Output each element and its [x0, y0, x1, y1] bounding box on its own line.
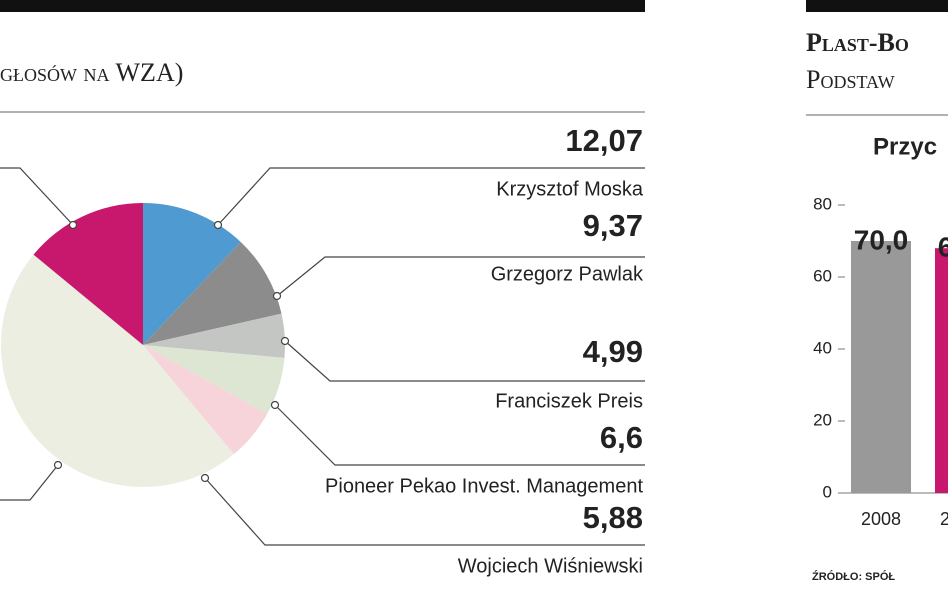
leader-line — [204, 477, 645, 546]
slice-label: Wojciech Wiśniewski — [458, 555, 643, 577]
source: Źródło: spół — [812, 570, 895, 583]
bar-title: Plast-Bo — [806, 28, 909, 57]
header-bar — [806, 0, 948, 12]
pie-slice — [143, 345, 285, 414]
value-label: 5,88 — [583, 500, 643, 535]
pie-slice — [143, 203, 241, 345]
leader-dot — [53, 460, 63, 470]
y-tick-label: 80 — [813, 194, 832, 213]
bar — [851, 241, 911, 493]
y-tick-label: 20 — [813, 410, 832, 429]
y-tick-label: 0 — [823, 482, 832, 501]
value-label: 12,07 — [565, 123, 643, 158]
header-bar — [0, 0, 645, 12]
value-label: 4,99 — [583, 334, 643, 369]
slice-label: Krzysztof Moska — [496, 178, 644, 200]
pie-slice — [1, 254, 234, 487]
leader-line — [0, 167, 74, 226]
pie-slice — [143, 313, 286, 358]
leader-line — [274, 404, 645, 466]
pie-slice — [143, 241, 282, 345]
leader-line — [284, 340, 645, 382]
slice-label: Grzegorz Pawlak — [491, 263, 644, 285]
y-tick-label: 40 — [813, 338, 832, 357]
leader-dot — [200, 473, 210, 483]
pie-slice — [143, 345, 268, 455]
bar-subtitle: Podstaw — [806, 65, 895, 94]
pie-title: głosów na WZA) — [0, 58, 183, 87]
x-tick-label: 2008 — [861, 509, 901, 529]
leader-dot — [213, 220, 223, 230]
leader-line — [276, 256, 645, 297]
y-tick-label: 60 — [813, 266, 832, 285]
value-label: 6,6 — [600, 420, 643, 455]
chart-title: Przyc — [873, 133, 937, 160]
leader-line — [0, 464, 59, 501]
leader-line — [217, 167, 645, 226]
bar — [935, 248, 948, 493]
leader-dot — [280, 336, 290, 346]
value-label: 9,37 — [583, 208, 643, 243]
slice-label: Pioneer Pekao Invest. Management — [325, 475, 643, 497]
leader-dot — [272, 291, 282, 301]
slice-label: Franciszek Preis — [495, 390, 643, 412]
leader-dot — [68, 220, 78, 230]
pie-slice — [33, 203, 144, 345]
x-tick-label: 2 — [940, 509, 948, 529]
value-label: 68,0 — [938, 232, 948, 263]
leader-dot — [270, 400, 280, 410]
value-label: 70,0 — [854, 224, 909, 255]
